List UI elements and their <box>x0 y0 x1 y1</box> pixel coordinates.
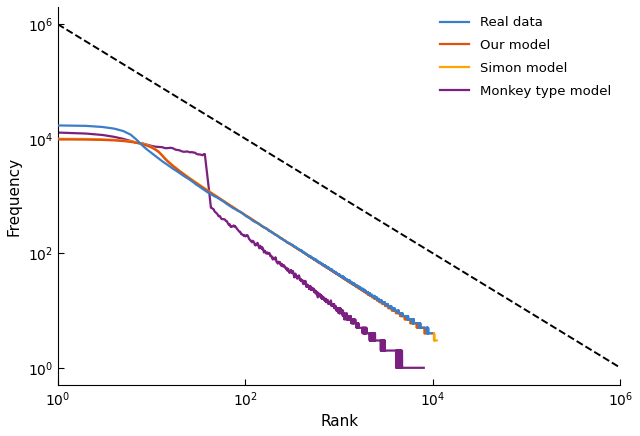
X-axis label: Rank: Rank <box>320 414 358 429</box>
Legend: Real data, Our model, Simon model, Monkey type model: Real data, Our model, Simon model, Monke… <box>435 11 616 103</box>
Y-axis label: Frequency: Frequency <box>7 157 22 235</box>
